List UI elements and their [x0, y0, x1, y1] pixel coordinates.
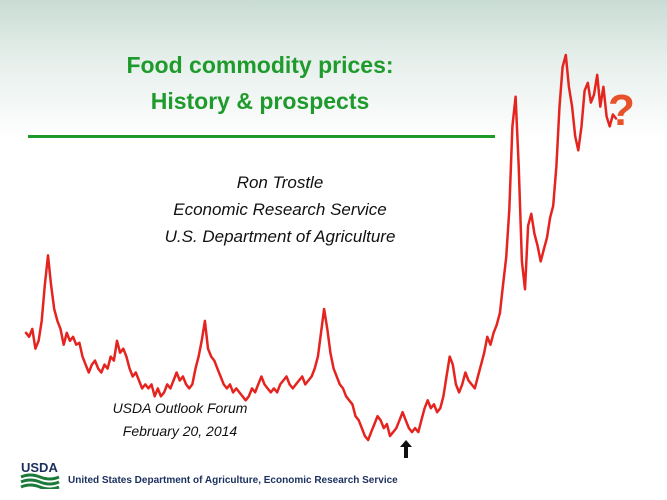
- svg-text:USDA: USDA: [21, 460, 58, 475]
- forum-name: USDA Outlook Forum: [112, 400, 248, 416]
- author-department: U.S. Department of Agriculture: [164, 227, 396, 246]
- slide-title-line2: History & prospects: [150, 88, 370, 114]
- up-arrow-icon: [400, 440, 412, 458]
- question-mark-icon: ?: [608, 86, 635, 135]
- price-series-line: [24, 53, 618, 442]
- author-name: Ron Trostle: [236, 173, 324, 192]
- footer-text: United States Department of Agriculture,…: [68, 475, 398, 486]
- forum-date: February 20, 2014: [122, 423, 238, 439]
- author-organization: Economic Research Service: [173, 200, 387, 219]
- footer-bar: [0, 458, 667, 500]
- usda-logo: USDA: [20, 460, 60, 489]
- title-underline: [28, 135, 495, 138]
- slide-title-line1: Food commodity prices:: [126, 52, 394, 78]
